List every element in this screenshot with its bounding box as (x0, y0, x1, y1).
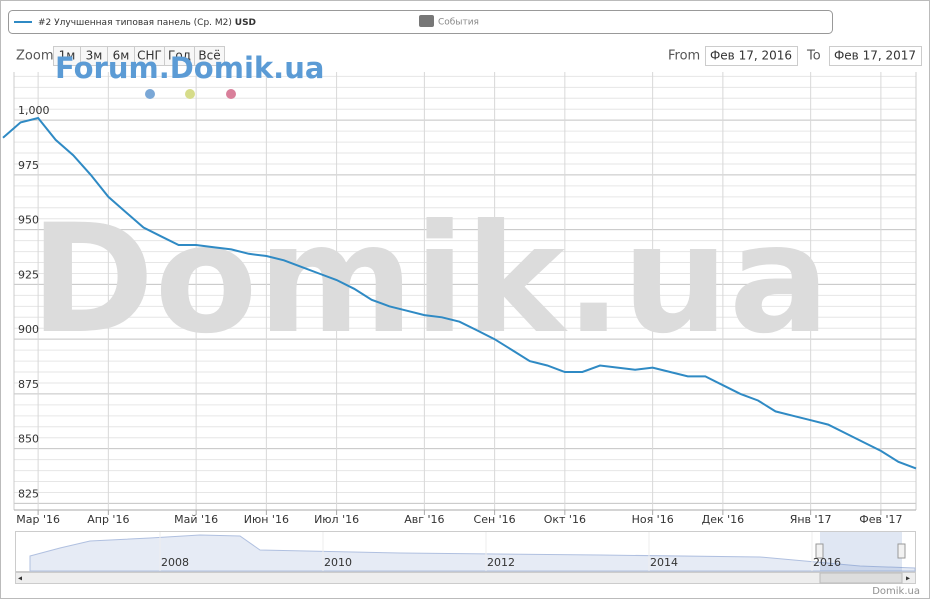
scrollbar[interactable] (15, 572, 916, 584)
series-line (2, 116, 917, 470)
navigator-axis: 2008 2010 2012 2014 2016 (159, 532, 841, 571)
x-tick-label: Ноя '16 (632, 513, 674, 526)
zoom-button-label: СНГ (137, 49, 162, 63)
y-tick-label: 1,000 (18, 104, 50, 117)
y-tick-label: 850 (18, 433, 39, 446)
zoom-button-label: Год (168, 49, 191, 63)
to-label: To (806, 49, 821, 64)
x-tick-label: Июн '16 (244, 513, 289, 526)
navigator-series (29, 534, 916, 572)
scrollbar-thumb[interactable] (819, 572, 903, 584)
background-layer (13, 72, 917, 510)
x-tick-label: Июл '16 (314, 513, 359, 526)
x-tick-label: Окт '16 (544, 513, 586, 526)
navigator-handle[interactable] (897, 543, 906, 559)
x-tick-label: Мар '16 (16, 513, 60, 526)
zoom-label: Zoom (16, 49, 53, 64)
x-tick-label: Май '16 (174, 513, 218, 526)
events-swatch (419, 15, 434, 27)
navigator-year: 2008 (161, 556, 189, 569)
legend-item[interactable]: #2 Улучшенная типовая панель (Ср. М2) US… (38, 18, 256, 28)
events-legend[interactable]: События (438, 18, 479, 28)
zoom-button-label: 3м (86, 49, 103, 63)
from-input[interactable] (705, 46, 798, 66)
zoom-button-label: 6м (113, 49, 130, 63)
zoom-button[interactable] (194, 46, 225, 66)
x-tick-label: Дек '16 (702, 513, 745, 526)
to-input[interactable] (829, 46, 922, 66)
y-tick-label: 975 (18, 159, 39, 172)
y-tick-label: 875 (18, 378, 39, 391)
navigator-year: 2012 (487, 556, 515, 569)
zoom-buttons: 1м 3м 6м СНГ Год Всё (53, 46, 225, 66)
legend-label: #2 Улучшенная типовая панель (Ср. М2) (38, 18, 232, 28)
deco-dot (145, 89, 155, 99)
scroll-right[interactable]: ▸ (906, 574, 910, 583)
y-tick-label: 950 (18, 214, 39, 227)
x-tick-label: Авг '16 (404, 513, 444, 526)
from-label: From (668, 49, 700, 64)
y-tick-label: 925 (18, 268, 39, 281)
navigator-year: 2016 (813, 556, 841, 569)
deco-dot (226, 89, 236, 99)
credits: Domik.ua (872, 586, 920, 597)
y-tick-label: 900 (18, 323, 39, 336)
y-tick-label: 825 (18, 487, 39, 500)
zoom-button-label: 1м (59, 49, 76, 63)
zoom-button-label: Всё (198, 49, 220, 63)
navigator-year: 2010 (324, 556, 352, 569)
navigator-mask[interactable] (820, 532, 902, 571)
x-tick-label: Янв '17 (790, 513, 832, 526)
navigator-year: 2014 (650, 556, 678, 569)
watermark: Domik.ua (30, 193, 830, 367)
x-tick-label: Сен '16 (474, 513, 516, 526)
deco-dot (185, 89, 195, 99)
x-tick-label: Апр '16 (87, 513, 129, 526)
x-tick-label: Фев '17 (859, 513, 902, 526)
from-date: Фев 17, 2016 (710, 49, 792, 63)
legend-unit: USD (235, 18, 256, 28)
navigator-handle[interactable] (815, 543, 824, 559)
scroll-left[interactable]: ◂ (18, 574, 22, 583)
watermark-small: Forum.Domik.ua (55, 51, 324, 85)
to-date: Фев 17, 2017 (834, 49, 916, 63)
